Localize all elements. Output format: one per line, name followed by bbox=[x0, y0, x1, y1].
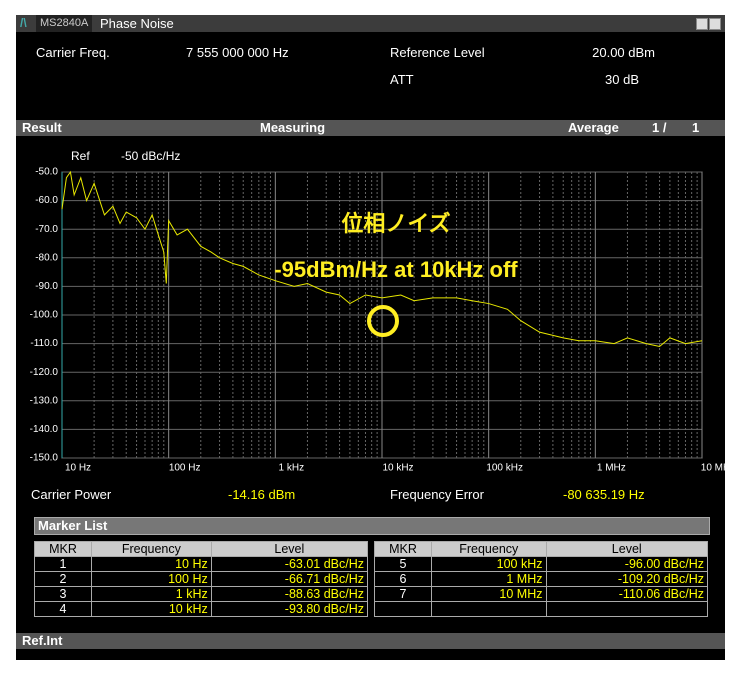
average: 1 / bbox=[652, 120, 667, 135]
setting-label: Carrier Freq. bbox=[36, 45, 110, 60]
x-tick-label: 1 kHz bbox=[279, 463, 305, 474]
summary-label: Carrier Power bbox=[31, 487, 112, 502]
footer-bar: Ref.Int bbox=[16, 633, 725, 649]
trace bbox=[61, 170, 703, 347]
marker-level: -93.80 dBc/Hz bbox=[210, 601, 369, 617]
y-tick-label: -150.0 bbox=[30, 453, 59, 464]
marker-frequency: 100 kHz bbox=[431, 556, 547, 572]
x-tick-label: 100 Hz bbox=[169, 463, 201, 474]
logo: /\ bbox=[20, 16, 27, 30]
marker-frequency: 1 kHz bbox=[91, 586, 212, 602]
marker-row bbox=[374, 601, 708, 617]
setting-value: 20.00 dBm bbox=[592, 45, 655, 60]
maximize-button[interactable] bbox=[709, 18, 721, 30]
marker-row: 1 10 Hz -63.01 dBc/Hz bbox=[34, 556, 369, 572]
marker-frequency: 10 MHz bbox=[431, 586, 547, 602]
title-bar: /\ MS2840A Phase Noise bbox=[16, 15, 725, 32]
marker-number: 6 bbox=[374, 571, 432, 587]
column-header: Level bbox=[210, 541, 369, 557]
marker-level: -66.71 dBc/Hz bbox=[210, 571, 369, 587]
header-row: MKR Frequency Level bbox=[374, 541, 708, 557]
y-tick-label: -140.0 bbox=[30, 424, 59, 435]
marker-level: -88.63 dBc/Hz bbox=[210, 586, 369, 602]
marker-number: 2 bbox=[34, 571, 92, 587]
setting-value: 7 555 000 000 Hz bbox=[186, 45, 289, 60]
annotation-title: 位相ノイズ bbox=[341, 211, 450, 236]
marker-list-title: Marker List bbox=[38, 518, 108, 533]
x-tick-label: 10 kHz bbox=[382, 463, 413, 474]
summary-value: -14.16 dBm bbox=[228, 487, 296, 502]
minimize-button[interactable] bbox=[696, 18, 708, 30]
status: Measuring bbox=[260, 120, 326, 135]
marker-table: MKR Frequency Level 1 10 Hz -63.01 dBc/Hz 2 100… bbox=[34, 541, 369, 617]
brand: MS2840A bbox=[36, 15, 93, 32]
chart: Ref -50 dBc/Hz -50.0 -60.0 -70.0 -80.0 -90.0… bbox=[30, 149, 725, 474]
marker-level bbox=[545, 601, 708, 617]
marker-number: 1 bbox=[34, 556, 92, 572]
column-header: MKR bbox=[34, 541, 92, 557]
marker-level: -110.06 dBc/Hz bbox=[545, 586, 708, 602]
average-label: Average bbox=[568, 120, 619, 135]
setting-label: ATT bbox=[390, 72, 414, 87]
marker-number bbox=[374, 601, 432, 617]
x-tick-label: 100 kHz bbox=[486, 463, 523, 474]
setting-value: 30 dB bbox=[605, 72, 639, 87]
marker-number: 4 bbox=[34, 601, 92, 617]
column-header: MKR bbox=[374, 541, 432, 557]
marker-frequency: 10 Hz bbox=[91, 556, 212, 572]
marker-table: MKR Frequency Level 5 100 kHz -96.00 dBc/Hz 6 1… bbox=[374, 541, 708, 617]
marker-frequency: 100 Hz bbox=[91, 571, 212, 587]
window: /\ MS2840A Phase Noise Carrier Freq. 7 5… bbox=[16, 15, 725, 660]
summary-label: Frequency Error bbox=[390, 487, 484, 502]
marker-list-bar: Marker List bbox=[34, 517, 710, 535]
y-tick-label: -110.0 bbox=[30, 338, 58, 349]
ref-value: -50 dBc/Hz bbox=[121, 149, 180, 163]
y-tick-label: -100.0 bbox=[30, 310, 59, 321]
y-tick-label: -50.0 bbox=[35, 167, 58, 178]
marker-row: 7 10 MHz -110.06 dBc/Hz bbox=[374, 586, 708, 602]
marker-frequency bbox=[431, 601, 547, 617]
x-tick-label: 1 MHz bbox=[597, 463, 626, 474]
summary-value: -80 635.19 Hz bbox=[563, 487, 645, 502]
result-label: Result bbox=[22, 120, 62, 135]
marker-frequency: 10 kHz bbox=[91, 601, 212, 617]
y-tick-label: -120.0 bbox=[30, 367, 59, 378]
marker-frequency: 1 MHz bbox=[431, 571, 547, 587]
x-tick-label: 10 MHz bbox=[701, 463, 725, 474]
marker-number: 3 bbox=[34, 586, 92, 602]
highlight-circle bbox=[367, 305, 399, 337]
column-header: Frequency bbox=[91, 541, 212, 557]
ref-label: Ref bbox=[71, 149, 90, 163]
x-tick-label: 10 Hz bbox=[65, 463, 91, 474]
y-tick-label: -70.0 bbox=[35, 224, 58, 235]
marker-number: 5 bbox=[374, 556, 432, 572]
column-header: Level bbox=[545, 541, 708, 557]
setting-label: Reference Level bbox=[390, 45, 485, 60]
y-tick-label: -80.0 bbox=[35, 252, 58, 263]
marker-level: -109.20 dBc/Hz bbox=[545, 571, 708, 587]
window-title: Phase Noise bbox=[100, 16, 174, 31]
marker-level: -96.00 dBc/Hz bbox=[545, 556, 708, 572]
column-header: Frequency bbox=[431, 541, 547, 557]
marker-row: 2 100 Hz -66.71 dBc/Hz bbox=[34, 571, 369, 587]
result-bar: Result Measuring Average 1 / 1 bbox=[16, 120, 725, 136]
y-tick-label: -90.0 bbox=[35, 281, 58, 292]
header-row: MKR Frequency Level bbox=[34, 541, 369, 557]
marker-row: 5 100 kHz -96.00 dBc/Hz bbox=[374, 556, 708, 572]
y-tick-label: -130.0 bbox=[30, 395, 59, 406]
marker-level: -63.01 dBc/Hz bbox=[210, 556, 369, 572]
marker-number: 7 bbox=[374, 586, 432, 602]
footer: Ref.Int bbox=[22, 633, 63, 648]
marker-row: 4 10 kHz -93.80 dBc/Hz bbox=[34, 601, 369, 617]
y-tick-label: -60.0 bbox=[35, 195, 58, 206]
average-total: 1 bbox=[692, 120, 700, 135]
annotation: -95dBm/Hz at 10kHz off bbox=[274, 257, 518, 282]
